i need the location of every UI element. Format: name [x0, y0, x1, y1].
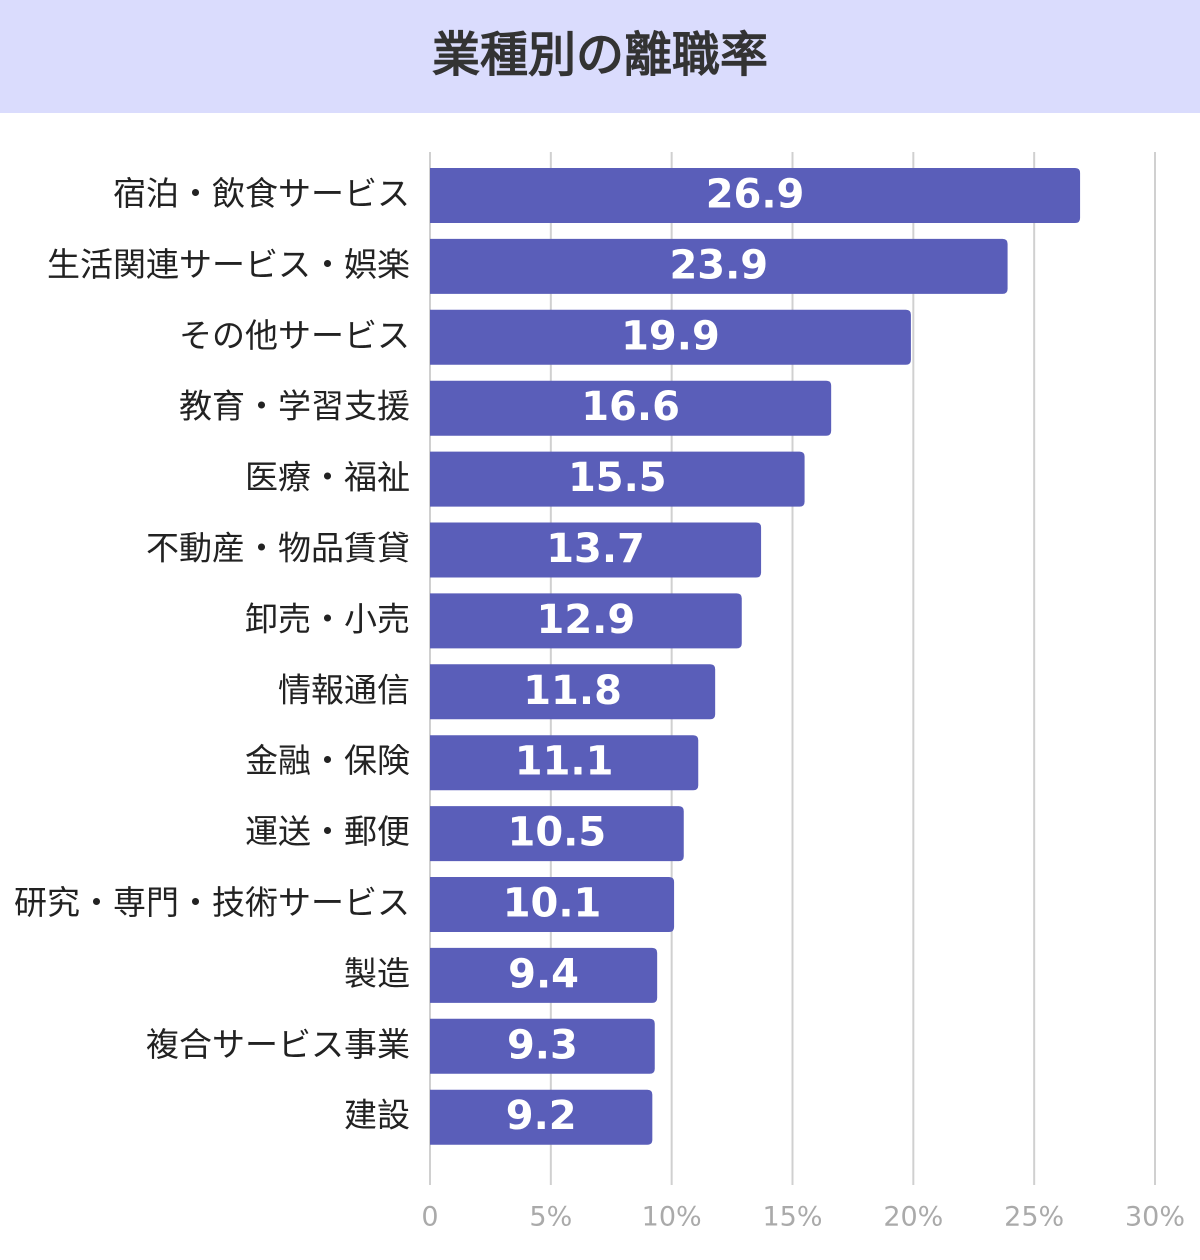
bar	[430, 806, 684, 862]
value-label: 9.4	[508, 951, 579, 997]
y-tick-label: 不動産・物品賃貸	[146, 529, 410, 568]
value-label: 23.9	[669, 242, 768, 288]
y-tick-label: 卸売・小売	[245, 599, 410, 638]
y-tick-label: その他サービス	[179, 316, 410, 355]
x-tick-label: 30%	[1125, 1202, 1185, 1233]
title-banner	[0, 0, 1200, 113]
value-label: 12.9	[537, 597, 636, 643]
bar	[430, 947, 658, 1003]
y-tick-label: 宿泊・飲食サービス	[113, 174, 410, 213]
value-label: 19.9	[621, 313, 720, 359]
y-tick-label: 金融・保険	[245, 741, 410, 780]
value-label: 9.3	[507, 1022, 578, 1068]
value-label: 10.5	[508, 810, 607, 856]
value-label: 11.8	[523, 668, 622, 714]
y-tick-label: 複合サービス事業	[146, 1025, 410, 1064]
bar	[430, 309, 911, 365]
bar	[430, 593, 742, 649]
bar	[430, 168, 1081, 223]
bar	[430, 735, 699, 791]
x-tick-label: 20%	[883, 1202, 943, 1233]
bar	[430, 1018, 655, 1074]
y-tick-label: 研究・専門・技術サービス	[14, 883, 410, 922]
bar	[430, 522, 762, 578]
value-label: 11.1	[515, 739, 614, 785]
chart-title: 業種別の離職率	[432, 27, 768, 83]
bar	[430, 238, 1008, 294]
bar	[430, 451, 805, 507]
bar	[430, 380, 832, 436]
x-tick-label: 5%	[529, 1202, 572, 1233]
bar	[430, 1089, 653, 1145]
value-label: 9.2	[506, 1093, 577, 1139]
y-tick-label: 情報通信	[278, 670, 410, 709]
x-tick-label: 25%	[1004, 1202, 1064, 1233]
y-tick-label: 運送・郵便	[245, 812, 410, 851]
x-tick-label: 0	[421, 1202, 438, 1233]
x-tick-label: 10%	[642, 1202, 702, 1233]
y-tick-label: 医療・福祉	[245, 458, 410, 497]
bar	[430, 877, 675, 932]
bar	[430, 664, 716, 720]
y-tick-label: 教育・学習支援	[179, 387, 410, 426]
x-tick-label: 15%	[762, 1202, 822, 1233]
value-label: 10.1	[503, 881, 602, 927]
value-label: 16.6	[581, 384, 680, 430]
y-tick-label: 製造	[344, 954, 410, 993]
value-label: 15.5	[568, 455, 667, 501]
y-tick-label: 建設	[344, 1096, 410, 1135]
y-tick-label: 生活関連サービス・娯楽	[47, 245, 410, 284]
value-label: 13.7	[546, 526, 645, 572]
value-label: 26.9	[706, 172, 805, 218]
